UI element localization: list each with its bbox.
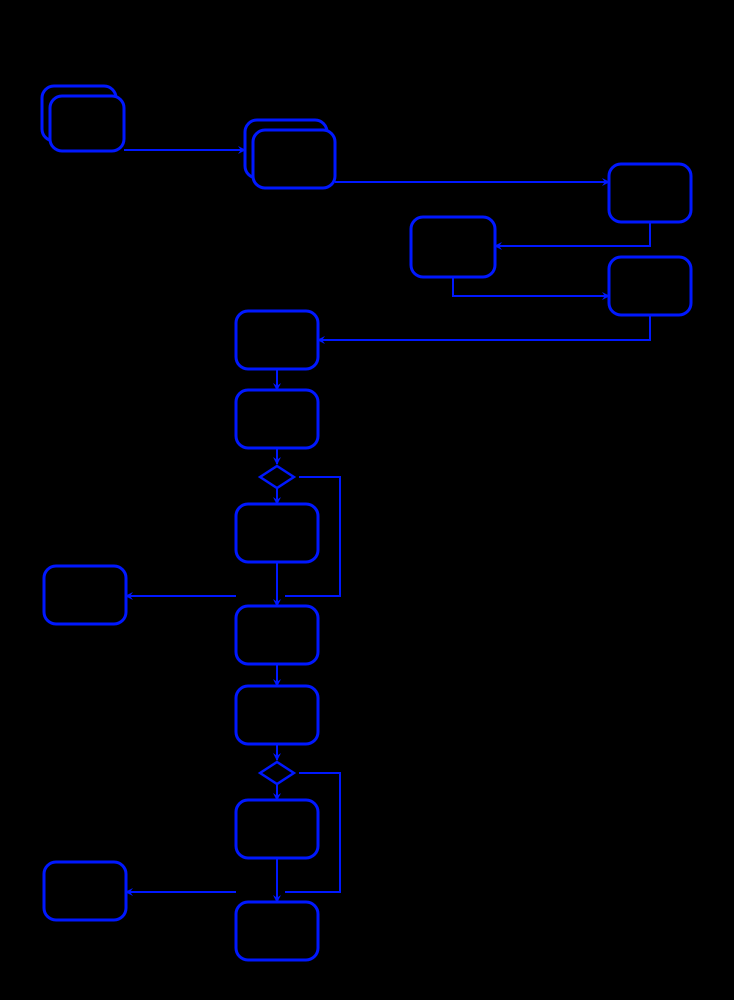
flow-node [609,164,691,222]
flow-node [609,257,691,315]
edges-group [124,150,650,902]
flow-node [411,217,495,277]
flow-node [50,96,124,151]
flow-node [236,390,318,448]
flow-node [236,311,318,369]
flowchart-canvas [0,0,734,1000]
flow-node [236,902,318,960]
decision-node [260,466,294,488]
flow-node [236,686,318,744]
flow-node [253,130,335,188]
flow-node [44,862,126,920]
edge [495,222,650,246]
edge [453,277,609,296]
decision-node [260,762,294,784]
flow-node [236,606,318,664]
flow-node [236,800,318,858]
flow-node [44,566,126,624]
nodes-group [42,86,691,960]
flow-node [236,504,318,562]
edge [318,315,650,340]
